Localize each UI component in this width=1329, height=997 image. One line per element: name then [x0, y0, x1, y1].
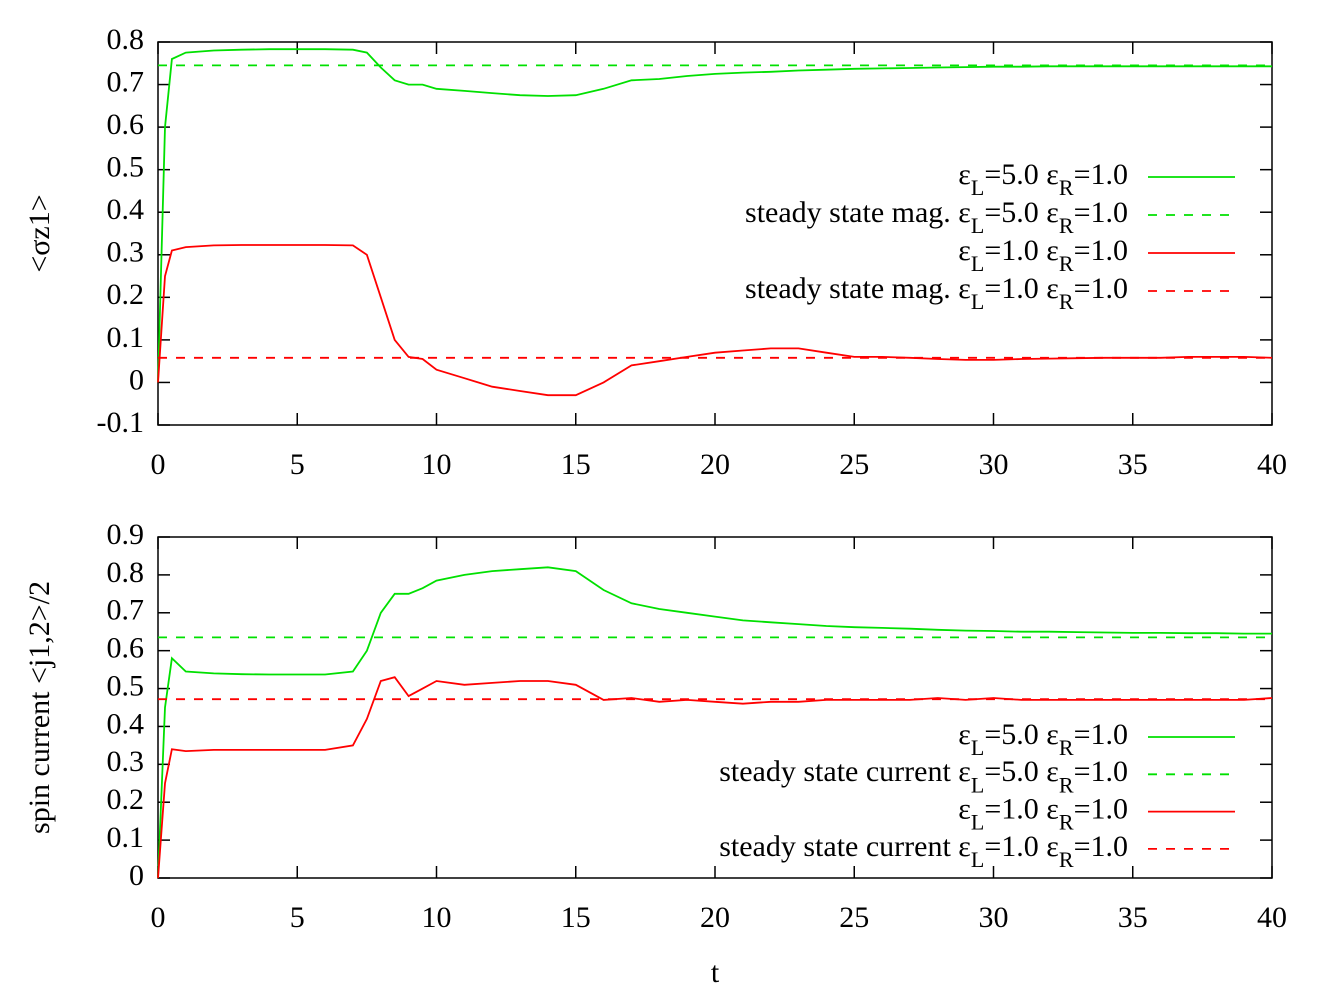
x-tick-label: 35 [1118, 448, 1148, 481]
legend-label: steady state current εL=1.0 εR=1.0 [719, 830, 1128, 872]
legend-label: εL=5.0 εR=1.0 [958, 158, 1128, 200]
x-tick-label: 40 [1257, 448, 1287, 481]
plot-frame [157, 536, 1273, 879]
y-tick-label: 0.6 [107, 108, 145, 141]
y-tick-label: 0.5 [107, 151, 145, 184]
y-tick-label: 0.4 [107, 707, 145, 740]
series-line [157, 244, 1273, 397]
x-axis-label: t [711, 956, 720, 989]
x-tick-label: 20 [700, 448, 730, 481]
legend-label: steady state current εL=5.0 εR=1.0 [719, 755, 1128, 797]
y-tick-label: 0.7 [107, 594, 145, 627]
y-tick-label: 0.2 [107, 278, 145, 311]
x-tick-label: 5 [290, 448, 305, 481]
y-tick-label: 0.8 [107, 556, 145, 589]
x-tick-label: 30 [979, 901, 1009, 934]
y-tick-label: 0.5 [107, 669, 145, 702]
legend-label: steady state mag. εL=1.0 εR=1.0 [745, 272, 1128, 314]
y-tick-label: 0.3 [107, 236, 145, 269]
y-tick-label: 0.4 [107, 193, 145, 226]
y-tick-label: 0 [129, 363, 144, 396]
y-tick-label: 0.3 [107, 745, 145, 778]
y-tick-label: -0.1 [97, 406, 145, 439]
x-tick-label: 10 [422, 901, 452, 934]
x-tick-label: 15 [561, 901, 591, 934]
x-tick-label: 15 [561, 448, 591, 481]
series-line [157, 566, 1272, 879]
legend-label: εL=1.0 εR=1.0 [958, 792, 1128, 834]
x-tick-label: 5 [290, 901, 305, 934]
y-axis-label: <σz1> [23, 194, 56, 272]
x-tick-label: 20 [700, 901, 730, 934]
x-tick-label: 40 [1257, 901, 1287, 934]
x-tick-label: 0 [151, 448, 166, 481]
y-tick-label: 0.8 [107, 23, 145, 56]
x-tick-label: 25 [839, 901, 869, 934]
x-tick-label: 30 [979, 448, 1009, 481]
legend-label: εL=5.0 εR=1.0 [958, 718, 1128, 760]
y-tick-label: 0.1 [107, 821, 145, 854]
x-tick-label: 0 [151, 901, 166, 934]
y-tick-label: 0 [129, 859, 144, 892]
x-tick-label: 35 [1118, 901, 1148, 934]
y-tick-label: 0.7 [107, 65, 145, 98]
legend-label: εL=1.0 εR=1.0 [958, 234, 1128, 276]
y-tick-label: 0.9 [107, 518, 145, 551]
y-tick-label: 0.1 [107, 321, 145, 354]
x-tick-label: 25 [839, 448, 869, 481]
legend-label: steady state mag. εL=5.0 εR=1.0 [745, 196, 1128, 238]
y-tick-label: 0.6 [107, 632, 145, 665]
x-tick-label: 10 [422, 448, 452, 481]
y-axis-label: spin current <j1,2>/2 [23, 581, 56, 834]
y-tick-label: 0.2 [107, 783, 145, 816]
